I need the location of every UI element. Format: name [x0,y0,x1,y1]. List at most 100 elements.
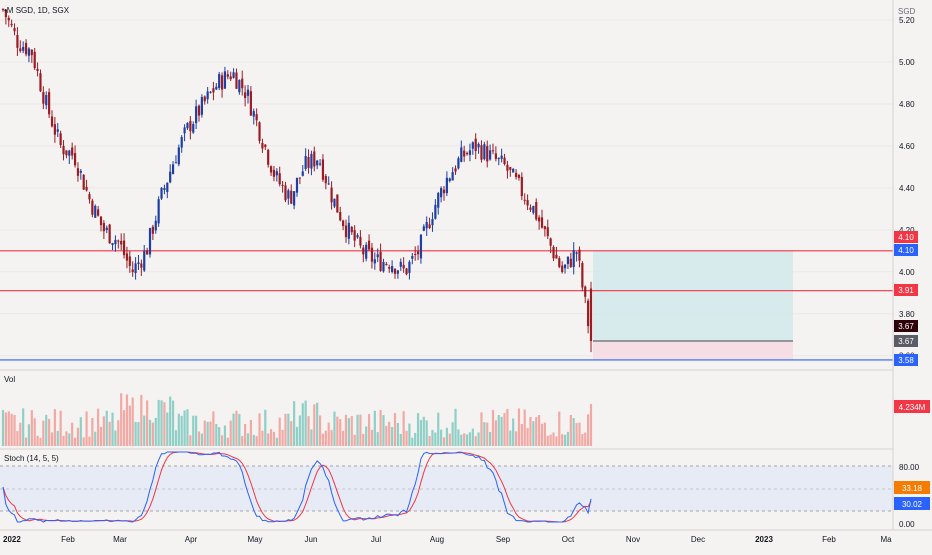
candle-body [264,144,267,147]
candle-body [4,9,7,18]
candle-body [486,145,489,162]
time-tick-label: Jul [371,535,381,544]
candle-body [471,142,474,149]
candle-body [261,142,264,149]
volume-bar [131,397,134,446]
volume-bar [19,422,22,446]
volume-bar [4,412,7,446]
candle-body [241,78,244,89]
volume-value-badge [894,400,930,413]
price-tick-label: 4.40 [899,184,915,193]
volume-bar [344,414,348,446]
candle-body [148,228,152,255]
candle-body [509,167,512,170]
volume-bar [566,431,570,446]
candle-body [131,269,134,273]
candle-body [76,168,80,176]
volume-bar [154,417,157,446]
volume-bar [419,420,423,446]
candle-body [223,71,227,89]
time-axis-ticks[interactable]: 2022 Feb Mar Apr May Jun Jul Aug Sep Oct Nov Dec 202… [3,535,892,544]
candle-body [584,286,587,297]
position-loss-zone[interactable] [593,341,793,360]
position-profit-zone[interactable] [593,250,793,342]
time-tick-label: 2023 [755,535,773,544]
volume-bar [367,414,371,446]
volume-bar [471,428,474,446]
candle-body [391,266,394,273]
candle-body [10,23,13,26]
volume-bar [91,417,94,446]
candle-body [246,89,250,96]
candle-body [108,224,111,244]
volume-bar [457,429,460,446]
long-position-tool[interactable] [593,250,793,360]
volume-bar [229,420,232,446]
candle-body [79,170,82,173]
candle-body [474,138,477,152]
volume-bar [376,432,379,446]
candle-body [457,158,460,169]
time-tick-label: Ma [880,535,892,544]
candle-body [587,300,590,327]
price-badge-label: 4.10 [898,246,914,255]
candle-body [82,174,85,190]
volume-bar [391,427,394,446]
candle-body [353,230,356,241]
volume-bar [431,429,434,446]
candle-body [339,212,342,221]
volume-bar [252,434,255,446]
candle-body [22,46,25,51]
price-tick-label: 5.00 [899,58,915,67]
volume-bar [212,411,215,446]
volume-bar [267,433,270,446]
candle-body [425,221,428,229]
candle-body [408,261,411,273]
volume-bar [494,420,497,446]
candle-body [350,226,353,233]
candle-body [206,91,209,100]
volume-bar [13,414,16,446]
candle-body [546,227,549,237]
price-tick-label: 3.80 [899,310,915,319]
price-badge-label: 3.67 [898,322,914,331]
volume-bar [7,411,10,446]
volume-bar [581,434,584,446]
candle-body [200,97,203,115]
volume-bar [359,414,362,446]
candle-body [252,111,255,117]
horizontal-lines[interactable] [0,250,893,361]
candle-body [120,240,123,245]
candle-body [166,182,169,192]
time-tick-label: May [247,535,262,544]
candle-body [440,188,443,198]
candle-body [442,189,446,194]
volume-bar [362,433,365,446]
volume-bar [526,428,529,446]
volume-bar [287,413,290,446]
time-tick-label: Nov [626,535,640,544]
candle-body [197,105,201,116]
volume-bar [105,410,108,446]
volume-bar [128,405,131,446]
candle-body [186,122,189,129]
candle-body [367,240,371,250]
volume-bar [206,421,209,446]
candle-body [342,220,345,227]
volume-bar [264,409,267,446]
volume-bar [102,416,105,446]
volume-bar [209,421,212,446]
volume-bar [278,417,281,446]
volume-bar [246,433,250,446]
price-badge [894,354,918,366]
time-tick-label: Apr [185,535,198,544]
time-tick-label: Dec [691,535,705,544]
volume-bar [529,416,532,446]
candle-body [157,199,160,224]
candle-body [549,238,552,246]
candle-body [163,187,166,190]
volume-bar [497,415,500,446]
candle-body [463,150,466,157]
volume-bar [235,410,238,446]
